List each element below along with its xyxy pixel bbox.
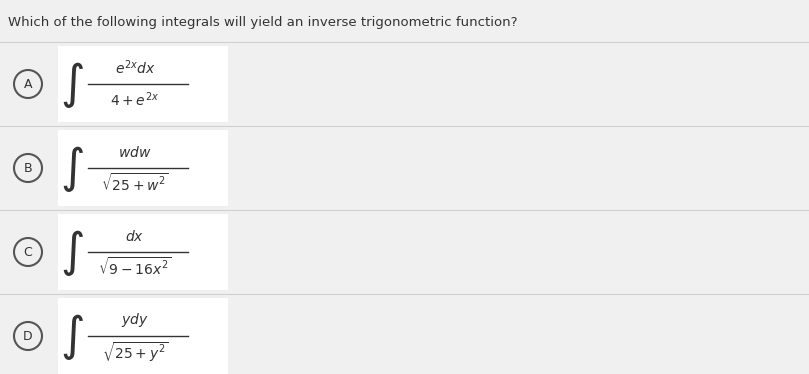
Text: $e^{2x}dx$: $e^{2x}dx$ [115, 59, 155, 77]
Bar [58, 46, 228, 122]
Ellipse shape [14, 70, 42, 98]
Text: D: D [23, 329, 33, 343]
Text: $ydy$: $ydy$ [121, 311, 149, 329]
Text: $4+e^{2x}$: $4+e^{2x}$ [111, 91, 159, 109]
Text: $wdw$: $wdw$ [118, 144, 152, 159]
Bar [58, 298, 228, 374]
Bar [58, 214, 228, 290]
Text: $\sqrt{9-16x^{2}}$: $\sqrt{9-16x^{2}}$ [98, 257, 172, 279]
Text: $dx$: $dx$ [125, 229, 145, 243]
Text: $\sqrt{25+y^{2}}$: $\sqrt{25+y^{2}}$ [102, 340, 168, 364]
Text: A: A [23, 77, 32, 91]
Ellipse shape [14, 154, 42, 182]
Text: C: C [23, 245, 32, 258]
Text: Which of the following integrals will yield an inverse trigonometric function?: Which of the following integrals will yi… [8, 16, 518, 29]
Ellipse shape [14, 322, 42, 350]
Text: $\int$: $\int$ [60, 144, 84, 194]
Text: $\int$: $\int$ [60, 312, 84, 362]
Bar [58, 130, 228, 206]
Text: $\int$: $\int$ [60, 228, 84, 278]
Text: $\int$: $\int$ [60, 60, 84, 110]
Text: B: B [23, 162, 32, 175]
Ellipse shape [14, 238, 42, 266]
Text: $\sqrt{25+w^{2}}$: $\sqrt{25+w^{2}}$ [101, 174, 169, 194]
